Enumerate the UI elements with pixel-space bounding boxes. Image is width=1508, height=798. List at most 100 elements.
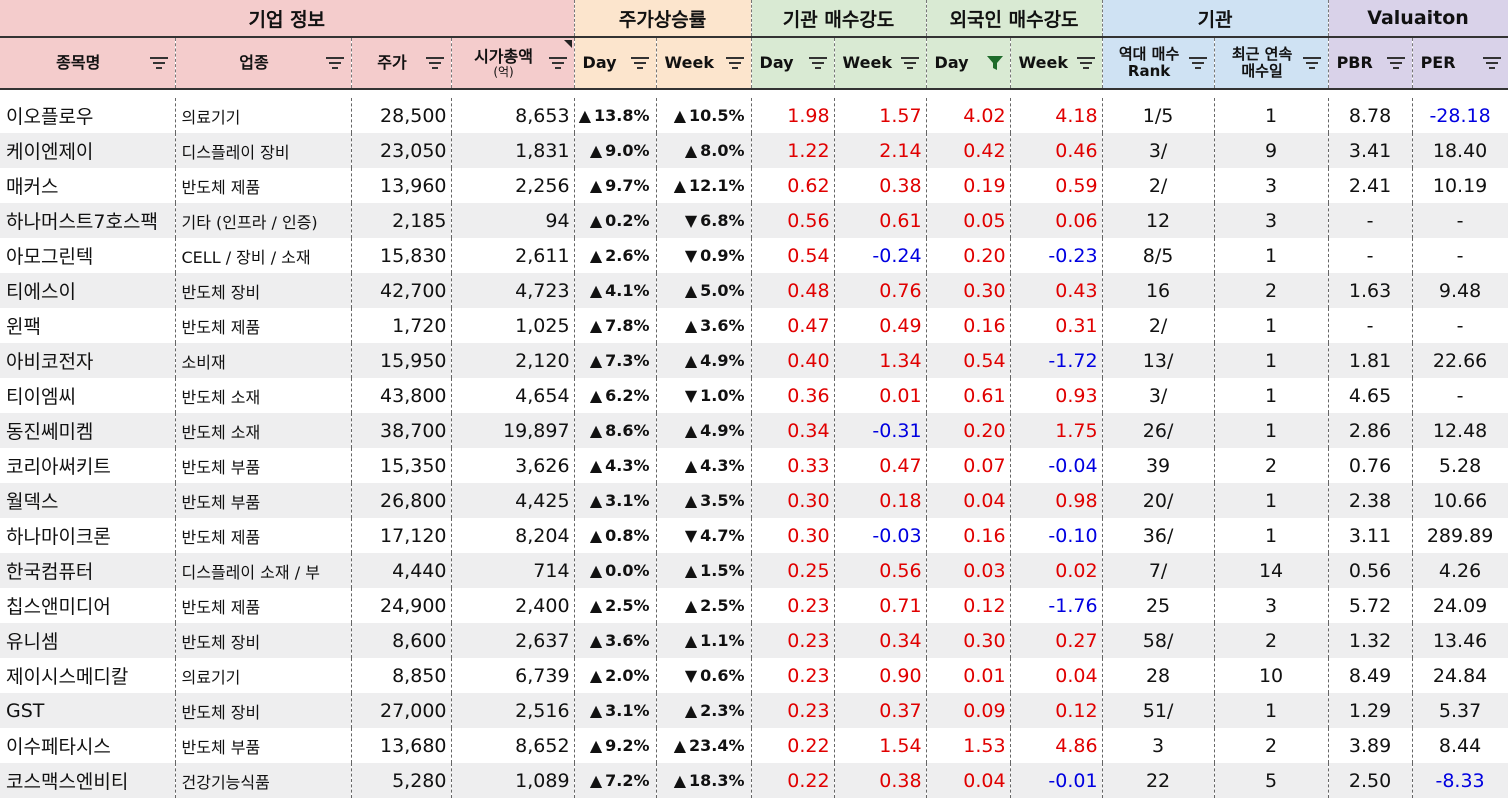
inst-week-cell[interactable]: 0.76 (834, 273, 927, 308)
price-change-day-cell[interactable]: ▲ 13.8% (574, 98, 657, 133)
price-change-week-cell[interactable]: ▲ 1.5% (656, 553, 752, 588)
inst-week-cell[interactable]: 0.71 (834, 588, 927, 623)
price-cell[interactable]: 2,185 (351, 203, 452, 238)
per-cell[interactable]: 10.19 (1412, 168, 1508, 203)
inst-rank-cell[interactable]: 3/ (1102, 378, 1215, 413)
price-cell[interactable]: 15,350 (351, 448, 452, 483)
inst-rank-cell[interactable]: 13/ (1102, 343, 1215, 378)
inst-rank-cell[interactable]: 58/ (1102, 623, 1215, 658)
stock-name-cell[interactable]: 유니셈 (0, 623, 176, 658)
column-header[interactable]: 업종 (175, 37, 352, 90)
per-cell[interactable]: - (1412, 308, 1508, 343)
per-cell[interactable]: 12.48 (1412, 413, 1508, 448)
column-header[interactable]: Week (1010, 37, 1103, 90)
inst-week-cell[interactable]: 0.34 (834, 623, 927, 658)
price-change-week-cell[interactable]: ▲ 4.3% (656, 448, 752, 483)
sector-cell[interactable]: 반도체 부품 (175, 448, 352, 483)
price-change-day-cell[interactable]: ▲ 4.1% (574, 273, 657, 308)
inst-rank-cell[interactable]: 20/ (1102, 483, 1215, 518)
sector-cell[interactable]: 반도체 소재 (175, 378, 352, 413)
stock-name-cell[interactable]: 이오플로우 (0, 98, 176, 133)
inst-streak-cell[interactable]: 2 (1214, 273, 1329, 308)
sector-cell[interactable]: 반도체 제품 (175, 588, 352, 623)
price-change-week-cell[interactable]: ▼ 1.0% (656, 378, 752, 413)
price-change-day-cell[interactable]: ▲ 9.0% (574, 133, 657, 168)
sector-cell[interactable]: 반도체 제품 (175, 518, 352, 553)
table-row[interactable]: 월덱스 반도체 부품 26,800 4,425 ▲ 3.1% ▲ 3.5% 0.30 0.18 0.… (0, 483, 1508, 518)
for-day-cell[interactable]: 0.30 (926, 623, 1011, 658)
column-header[interactable]: Day (926, 37, 1011, 90)
for-day-cell[interactable]: 0.04 (926, 483, 1011, 518)
inst-day-cell[interactable]: 1.22 (751, 133, 835, 168)
pbr-cell[interactable]: 0.76 (1328, 448, 1413, 483)
price-change-day-cell[interactable]: ▲ 2.5% (574, 588, 657, 623)
table-row[interactable]: 케이엔제이 디스플레이 장비 23,050 1,831 ▲ 9.0% ▲ 8.0% 1.22 2.… (0, 133, 1508, 168)
pbr-cell[interactable]: 3.41 (1328, 133, 1413, 168)
price-change-week-cell[interactable]: ▲ 8.0% (656, 133, 752, 168)
inst-day-cell[interactable]: 0.54 (751, 238, 835, 273)
market-cap-cell[interactable]: 4,425 (451, 483, 575, 518)
inst-streak-cell[interactable]: 5 (1214, 763, 1329, 798)
stock-name-cell[interactable]: 제이시스메디칼 (0, 658, 176, 693)
pbr-cell[interactable]: 2.38 (1328, 483, 1413, 518)
per-cell[interactable]: 24.09 (1412, 588, 1508, 623)
price-cell[interactable]: 13,680 (351, 728, 452, 763)
table-row[interactable]: 동진쎄미켐 반도체 소재 38,700 19,897 ▲ 8.6% ▲ 4.9% 0.34 -0.… (0, 413, 1508, 448)
price-cell[interactable]: 17,120 (351, 518, 452, 553)
for-week-cell[interactable]: 0.02 (1010, 553, 1103, 588)
sector-cell[interactable]: 디스플레이 소재 / 부 (175, 553, 352, 588)
sector-cell[interactable]: 반도체 장비 (175, 693, 352, 728)
for-week-cell[interactable]: 0.93 (1010, 378, 1103, 413)
for-day-cell[interactable]: 0.20 (926, 238, 1011, 273)
table-row[interactable]: 아비코전자 소비재 15,950 2,120 ▲ 7.3% ▲ 4.9% 0.40 1.34 0.5… (0, 343, 1508, 378)
price-change-day-cell[interactable]: ▲ 9.2% (574, 728, 657, 763)
inst-week-cell[interactable]: 1.57 (834, 98, 927, 133)
stock-name-cell[interactable]: 코리아써키트 (0, 448, 176, 483)
inst-rank-cell[interactable]: 22 (1102, 763, 1215, 798)
per-cell[interactable]: 10.66 (1412, 483, 1508, 518)
pbr-cell[interactable]: 2.50 (1328, 763, 1413, 798)
sector-cell[interactable]: 반도체 부품 (175, 728, 352, 763)
inst-week-cell[interactable]: 0.49 (834, 308, 927, 343)
price-change-day-cell[interactable]: ▲ 0.0% (574, 553, 657, 588)
market-cap-cell[interactable]: 1,831 (451, 133, 575, 168)
market-cap-cell[interactable]: 2,516 (451, 693, 575, 728)
for-week-cell[interactable]: 0.12 (1010, 693, 1103, 728)
for-week-cell[interactable]: -0.01 (1010, 763, 1103, 798)
inst-streak-cell[interactable]: 1 (1214, 98, 1329, 133)
column-header[interactable]: Day (574, 37, 657, 90)
inst-week-cell[interactable]: 0.18 (834, 483, 927, 518)
price-cell[interactable]: 5,280 (351, 763, 452, 798)
for-day-cell[interactable]: 0.61 (926, 378, 1011, 413)
price-cell[interactable]: 8,850 (351, 658, 452, 693)
filter-icon[interactable] (1076, 56, 1096, 70)
table-row[interactable]: 코스맥스엔비티 건강기능식품 5,280 1,089 ▲ 7.2% ▲ 18.3% 0.22 0.… (0, 763, 1508, 798)
price-change-week-cell[interactable]: ▲ 2.5% (656, 588, 752, 623)
price-change-week-cell[interactable]: ▼ 0.6% (656, 658, 752, 693)
pbr-cell[interactable]: 3.11 (1328, 518, 1413, 553)
sector-cell[interactable]: 기타 (인프라 / 인증) (175, 203, 352, 238)
inst-day-cell[interactable]: 0.22 (751, 763, 835, 798)
column-header[interactable]: 역대 매수 Rank (1102, 37, 1215, 90)
table-row[interactable]: GST 반도체 장비 27,000 2,516 ▲ 3.1% ▲ 2.3% 0.23 0.37 0.… (0, 693, 1508, 728)
comment-marker-icon[interactable] (563, 40, 572, 48)
stock-name-cell[interactable]: 윈팩 (0, 308, 176, 343)
inst-streak-cell[interactable]: 1 (1214, 308, 1329, 343)
per-cell[interactable]: 5.28 (1412, 448, 1508, 483)
sector-cell[interactable]: 반도체 부품 (175, 483, 352, 518)
table-row[interactable]: 하나마이크론 반도체 제품 17,120 8,204 ▲ 0.8% ▼ 4.7% 0.30 -0.… (0, 518, 1508, 553)
price-change-week-cell[interactable]: ▲ 3.5% (656, 483, 752, 518)
stock-name-cell[interactable]: 케이엔제이 (0, 133, 176, 168)
for-day-cell[interactable]: 0.12 (926, 588, 1011, 623)
inst-rank-cell[interactable]: 51/ (1102, 693, 1215, 728)
inst-rank-cell[interactable]: 28 (1102, 658, 1215, 693)
sector-cell[interactable]: 반도체 장비 (175, 273, 352, 308)
inst-week-cell[interactable]: -0.03 (834, 518, 927, 553)
per-cell[interactable]: 4.26 (1412, 553, 1508, 588)
price-change-week-cell[interactable]: ▲ 3.6% (656, 308, 752, 343)
inst-streak-cell[interactable]: 2 (1214, 728, 1329, 763)
table-row[interactable]: 유니셈 반도체 장비 8,600 2,637 ▲ 3.6% ▲ 1.1% 0.23 0.34 0.3… (0, 623, 1508, 658)
market-cap-cell[interactable]: 94 (451, 203, 575, 238)
market-cap-cell[interactable]: 19,897 (451, 413, 575, 448)
inst-week-cell[interactable]: 0.38 (834, 168, 927, 203)
